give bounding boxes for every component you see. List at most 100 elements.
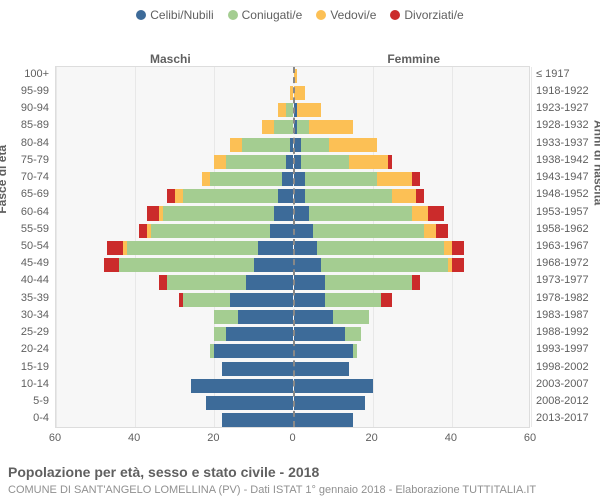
bar-segment (294, 362, 349, 376)
age-label: 15-19 (0, 361, 49, 373)
bar-segment (147, 206, 159, 220)
age-label: 65-69 (0, 188, 49, 200)
male-bar (206, 396, 293, 410)
bar-segment (127, 241, 258, 255)
bar-segment (444, 241, 452, 255)
x-tick-label: 0 (289, 432, 295, 444)
bar-segment (313, 224, 424, 238)
bar-segment (294, 258, 322, 272)
male-bar (167, 189, 294, 203)
male-bar (139, 224, 293, 238)
age-label: 55-59 (0, 223, 49, 235)
female-bar (294, 396, 365, 410)
x-tick-label: 40 (128, 432, 140, 444)
birth-year-label: 1938-1942 (536, 154, 589, 166)
bar-segment (278, 103, 286, 117)
male-bar (179, 293, 294, 307)
legend-label: Divorziati/e (404, 8, 463, 22)
birth-year-label: 2003-2007 (536, 378, 589, 390)
bar-segment (278, 189, 294, 203)
birth-year-label: 1978-1982 (536, 292, 589, 304)
bar-segment (206, 396, 293, 410)
bar-segment (183, 189, 278, 203)
bar-segment (222, 413, 293, 427)
bar-segment (317, 241, 444, 255)
bar-segment (258, 241, 294, 255)
x-tick-label: 60 (524, 432, 536, 444)
bar-segment (274, 120, 294, 134)
birth-year-label: 1948-1952 (536, 188, 589, 200)
bar-segment (301, 155, 349, 169)
male-bar (262, 120, 294, 134)
bar-segment (412, 275, 420, 289)
male-bar (222, 413, 293, 427)
bar-segment (353, 344, 357, 358)
bar-segment (412, 172, 420, 186)
female-bar (294, 224, 448, 238)
bar-segment (163, 206, 274, 220)
bar-segment (246, 275, 294, 289)
bar-segment (294, 86, 306, 100)
bar-segment (381, 293, 393, 307)
male-bar (147, 206, 293, 220)
bar-segment (107, 241, 123, 255)
legend-dot (228, 10, 238, 20)
bar-segment (294, 327, 345, 341)
bar-segment (167, 189, 175, 203)
bar-segment (175, 189, 183, 203)
bar-segment (428, 206, 444, 220)
birth-year-label: 1943-1947 (536, 171, 589, 183)
x-tick-label: 40 (445, 432, 457, 444)
bar-segment (333, 310, 369, 324)
birth-year-label: 1968-1972 (536, 257, 589, 269)
legend-dot (136, 10, 146, 20)
bar-segment (191, 379, 294, 393)
age-label: 0-4 (0, 412, 49, 424)
birth-year-label: ≤ 1917 (536, 68, 570, 80)
birth-year-label: 2013-2017 (536, 412, 589, 424)
bar-segment (294, 155, 302, 169)
bar-segment (392, 189, 416, 203)
female-bar (294, 413, 353, 427)
legend-item: Celibi/Nubili (136, 8, 213, 22)
female-bar (294, 103, 322, 117)
bar-segment (294, 224, 314, 238)
bar-segment (274, 206, 294, 220)
male-bar (210, 344, 293, 358)
bar-segment (294, 379, 373, 393)
bar-segment (294, 138, 302, 152)
bar-segment (214, 310, 238, 324)
age-label: 60-64 (0, 206, 49, 218)
bar-segment (294, 241, 318, 255)
age-label: 75-79 (0, 154, 49, 166)
female-bar (294, 258, 464, 272)
grid-line (56, 67, 57, 427)
male-bar (107, 241, 293, 255)
bar-segment (226, 327, 293, 341)
chart-container: Maschi Femmine Fasce di età Anni di nasc… (0, 26, 600, 456)
male-bar (214, 155, 293, 169)
female-bar (294, 138, 377, 152)
bar-segment (294, 413, 353, 427)
age-label: 50-54 (0, 240, 49, 252)
legend: Celibi/NubiliConiugati/eVedovi/eDivorzia… (0, 0, 600, 26)
age-label: 25-29 (0, 326, 49, 338)
bar-segment (345, 327, 361, 341)
birth-year-label: 1993-1997 (536, 343, 589, 355)
bar-segment (452, 241, 464, 255)
bar-segment (294, 310, 334, 324)
bar-segment (214, 344, 293, 358)
bar-segment (294, 293, 326, 307)
center-line (293, 67, 295, 427)
birth-year-label: 1958-1962 (536, 223, 589, 235)
male-bar (278, 103, 294, 117)
grid-line (531, 67, 532, 427)
age-label: 10-14 (0, 378, 49, 390)
legend-dot (316, 10, 326, 20)
bar-segment (262, 120, 274, 134)
birth-year-label: 1953-1957 (536, 206, 589, 218)
bar-segment (325, 275, 412, 289)
age-label: 90-94 (0, 102, 49, 114)
female-bar (294, 310, 369, 324)
birth-year-label: 1918-1922 (536, 85, 589, 97)
